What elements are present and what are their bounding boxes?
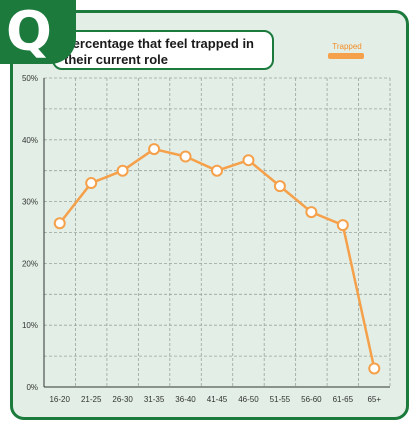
data-point: [273, 180, 286, 193]
data-point: [148, 143, 161, 156]
x-tick-label: 26-30: [112, 395, 133, 404]
y-tick-label: 10%: [22, 321, 38, 330]
x-tick-label: 41-45: [207, 395, 228, 404]
chart-title: Percentage that feel trapped in their cu…: [64, 36, 254, 67]
x-tick-label: 51-55: [270, 395, 291, 404]
x-tick-labels: 16-20 21-25 26-30 31-35 36-40 41-45 46-50 51-55…: [49, 395, 381, 404]
legend: Trapped: [328, 42, 366, 59]
q-badge: Q: [0, 0, 76, 64]
data-point: [242, 154, 255, 167]
data-point: [179, 150, 192, 163]
chart-title-box: Percentage that feel trapped in their cu…: [52, 30, 274, 70]
data-point: [368, 362, 381, 375]
x-tick-label: 61-65: [333, 395, 354, 404]
x-tick-label: 65+: [367, 395, 381, 404]
legend-label: Trapped: [332, 42, 362, 51]
data-point: [53, 217, 66, 230]
y-tick-label: 30%: [22, 198, 38, 207]
axes: [43, 78, 390, 388]
x-tick-label: 31-35: [144, 395, 165, 404]
data-point: [85, 177, 98, 190]
data-point: [211, 164, 223, 177]
x-tick-label: 46-50: [238, 395, 259, 404]
q-letter: Q: [6, 0, 52, 63]
data-point: [305, 206, 318, 219]
y-tick-labels: 0% 10% 20% 30% 40% 50%: [22, 74, 38, 392]
x-tick-label: 16-20: [49, 395, 70, 404]
x-tick-label: 56-60: [301, 395, 322, 404]
grid-lines: [44, 77, 391, 387]
y-tick-label: 50%: [22, 74, 38, 83]
x-tick-label: 36-40: [175, 395, 196, 404]
series-trapped: [53, 143, 381, 375]
y-tick-label: 20%: [22, 259, 38, 268]
data-point: [336, 219, 349, 232]
legend-swatch: [328, 53, 364, 59]
x-tick-label: 21-25: [81, 395, 102, 404]
y-tick-label: 40%: [22, 136, 38, 145]
data-point: [116, 164, 129, 177]
y-tick-label: 0%: [26, 383, 38, 392]
